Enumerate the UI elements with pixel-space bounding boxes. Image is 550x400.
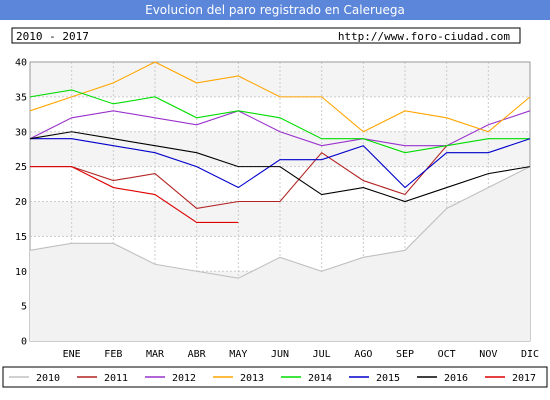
plot-band	[30, 131, 530, 167]
series-area-2010	[30, 166, 530, 341]
y-tick-label: 30	[15, 127, 27, 138]
x-tick-label: MAR	[146, 349, 165, 360]
x-tick-label: AGO	[354, 349, 372, 360]
y-tick-label: 15	[15, 232, 27, 243]
legend-label-2017: 2017	[512, 373, 536, 384]
y-axis: 0 5 10 15 20 25 30 35 40	[15, 58, 27, 348]
x-tick-label: ABR	[188, 349, 207, 360]
y-tick-label: 10	[15, 267, 27, 278]
series-line-2014	[29, 89, 530, 154]
y-tick-label: 20	[15, 197, 27, 208]
legend-box	[2, 366, 548, 388]
series-line-2010	[29, 166, 531, 279]
series-line-2011	[30, 145, 448, 210]
x-tick-label: JUL	[313, 349, 331, 360]
source-url: http://www.foro-ciudad.com	[338, 30, 511, 43]
x-tick-label: OCT	[438, 349, 456, 360]
x-tick-label: MAY	[229, 349, 247, 360]
legend: 2010 2011 2012 2013 2014 2015 2016 2017	[2, 366, 548, 388]
x-tick-label: SEP	[396, 349, 414, 360]
legend-label-2016: 2016	[444, 373, 468, 384]
y-tick-label: 25	[15, 162, 27, 173]
x-tick-label: FEB	[104, 349, 122, 360]
series-layer	[29, 61, 531, 341]
chart-title: Evolucion del paro registrado en Calerue…	[0, 0, 550, 20]
legend-label-2011: 2011	[104, 373, 128, 384]
series-line-2015	[30, 138, 531, 189]
y-tick-label: 0	[21, 337, 27, 348]
period-label: 2010 - 2017	[16, 30, 89, 43]
x-tick-label: JUN	[271, 349, 289, 360]
series-line-2017	[30, 166, 239, 223]
x-axis: ENE FEB MAR ABR MAY JUN JUL AGO SEP OCT NOV DIC	[63, 349, 539, 360]
y-tick-label: 35	[15, 92, 27, 103]
x-tick-label: NOV	[479, 349, 497, 360]
x-tick-label: ENE	[63, 349, 81, 360]
y-tick-label: 40	[15, 58, 27, 69]
legend-label-2014: 2014	[308, 373, 332, 384]
y-tick-label: 5	[21, 302, 27, 313]
legend-label-2010: 2010	[36, 373, 60, 384]
legend-label-2012: 2012	[172, 373, 196, 384]
series-line-2016	[29, 131, 531, 203]
legend-label-2015: 2015	[376, 373, 400, 384]
x-tick-label: DIC	[521, 349, 539, 360]
header-box	[11, 27, 521, 44]
series-line-2013	[29, 61, 531, 133]
legend-label-2013: 2013	[240, 373, 264, 384]
